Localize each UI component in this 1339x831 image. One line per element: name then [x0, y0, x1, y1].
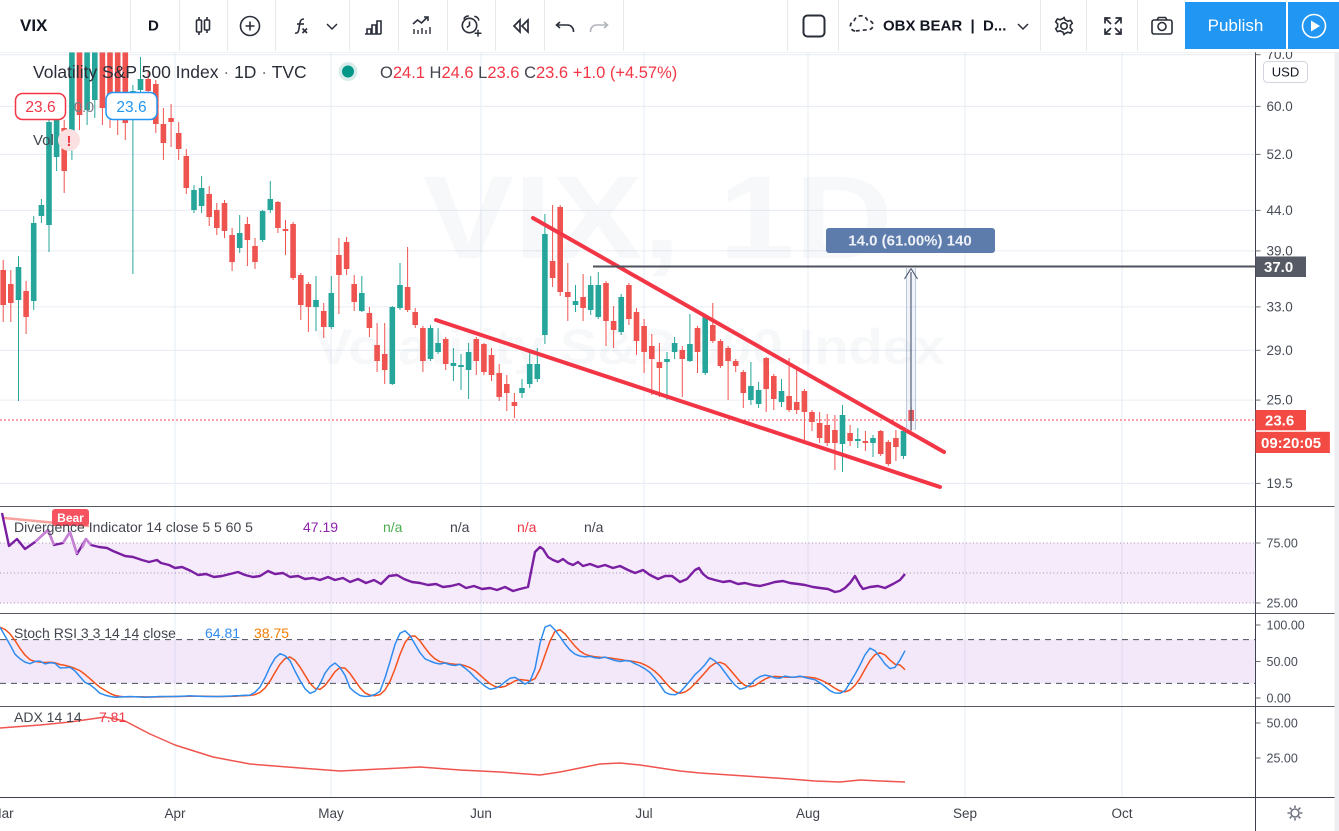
- svg-text:n/a: n/a: [517, 519, 537, 535]
- svg-text:Apr: Apr: [164, 806, 186, 821]
- svg-text:Bear: Bear: [57, 511, 84, 525]
- svg-text:52.0: 52.0: [1267, 147, 1293, 162]
- svg-text:Oct: Oct: [1111, 806, 1132, 821]
- svg-text:25.00: 25.00: [1267, 752, 1298, 766]
- svg-text:n/a: n/a: [383, 519, 403, 535]
- svg-text:Stoch RSI 3 3 14 14 close: Stoch RSI 3 3 14 14 close: [14, 625, 176, 641]
- svg-text:100.00: 100.00: [1267, 619, 1305, 633]
- svg-text:60.0: 60.0: [1267, 99, 1293, 114]
- svg-text:29.0: 29.0: [1267, 343, 1293, 358]
- svg-text:!: !: [67, 133, 72, 150]
- svg-text:Mar: Mar: [0, 806, 14, 821]
- svg-text:0.0: 0.0: [74, 100, 94, 116]
- svg-text:14.0 (61.00%) 140: 14.0 (61.00%) 140: [848, 233, 971, 250]
- svg-text:n/a: n/a: [450, 519, 470, 535]
- svg-text:38.75: 38.75: [254, 625, 289, 641]
- svg-text:Aug: Aug: [796, 806, 820, 821]
- svg-text:09:20:05: 09:20:05: [1261, 435, 1321, 452]
- svg-text:25.00: 25.00: [1267, 597, 1298, 611]
- svg-text:50.00: 50.00: [1267, 717, 1298, 731]
- svg-text:Sep: Sep: [953, 806, 977, 821]
- svg-text:23.6: 23.6: [116, 99, 146, 116]
- svg-text:47.19: 47.19: [303, 519, 338, 535]
- svg-text:O24.1 H24.6 L23.6 C23.6 +1.0 (: O24.1 H24.6 L23.6 C23.6 +1.0 (+4.57%): [380, 64, 677, 82]
- svg-text:33.0: 33.0: [1267, 299, 1293, 314]
- svg-text:Vol: Vol: [33, 132, 54, 149]
- svg-text:75.00: 75.00: [1267, 537, 1298, 551]
- svg-text:25.0: 25.0: [1267, 393, 1293, 408]
- svg-text:Jun: Jun: [470, 806, 492, 821]
- svg-text:Volatility S&P 500 Index: Volatility S&P 500 Index: [315, 319, 945, 375]
- svg-text:ADX 14 14: ADX 14 14: [14, 709, 82, 725]
- svg-text:23.6: 23.6: [25, 99, 55, 116]
- svg-text:May: May: [318, 806, 344, 821]
- svg-text:Volatility S&P 500 Index · 1D: Volatility S&P 500 Index · 1D · TVC: [33, 62, 307, 82]
- svg-text:Divergence Indicator 14 close: Divergence Indicator 14 close 5 5 60 5: [14, 519, 253, 535]
- svg-text:50.00: 50.00: [1267, 655, 1298, 669]
- svg-text:Jul: Jul: [635, 806, 652, 821]
- svg-text:0.00: 0.00: [1267, 692, 1291, 706]
- svg-text:19.5: 19.5: [1267, 476, 1293, 491]
- svg-text:44.0: 44.0: [1267, 203, 1293, 218]
- svg-text:VIX, 1D: VIX, 1D: [423, 152, 893, 284]
- svg-text:7.81: 7.81: [99, 709, 126, 725]
- svg-text:23.6: 23.6: [1265, 413, 1294, 430]
- svg-text:USD: USD: [1272, 65, 1299, 80]
- svg-text:39.0: 39.0: [1267, 243, 1293, 258]
- svg-text:n/a: n/a: [584, 519, 604, 535]
- svg-text:64.81: 64.81: [205, 625, 240, 641]
- svg-text:37.0: 37.0: [1264, 259, 1293, 276]
